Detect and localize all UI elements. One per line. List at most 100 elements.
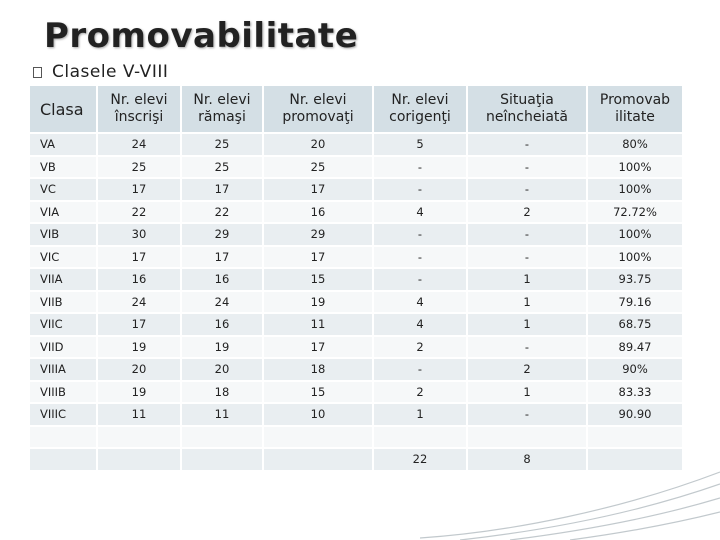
table-cell: 79.16 (588, 291, 682, 312)
table-cell (588, 426, 682, 447)
table-cell: 100% (588, 156, 682, 177)
table-cell: 17 (264, 336, 372, 357)
table-cell: 68.75 (588, 314, 682, 335)
table-cell: 2 (374, 381, 466, 402)
table-row: VIIIB 19 18 15 2 1 83.33 (30, 381, 682, 402)
class-name-cell: VIIC (30, 314, 96, 335)
table-cell: 25 (264, 156, 372, 177)
table-cell: - (468, 156, 586, 177)
table-cell: 25 (182, 156, 262, 177)
table-cell: 29 (264, 224, 372, 245)
table-cell (374, 426, 466, 447)
table-cell: 17 (182, 179, 262, 200)
column-header-line: Nr. elevi (391, 92, 449, 108)
table-cell: - (374, 359, 466, 380)
table-row: VIIIA 20 20 18-2 90% (30, 359, 682, 380)
table-cell: 17 (98, 246, 180, 267)
class-name-cell: VIID (30, 336, 96, 357)
table-row: VIC 17 17 17- -100% (30, 246, 682, 267)
class-name-cell: VIIIB (30, 381, 96, 402)
table-cell: 17 (98, 179, 180, 200)
table-cell: 16 (98, 269, 180, 290)
table-cell: 15 (264, 269, 372, 290)
table-cell: 2 (468, 201, 586, 222)
table-cell: 25 (98, 156, 180, 177)
table-cell: - (374, 156, 466, 177)
table-cell (264, 426, 372, 447)
class-name-cell: VA (30, 134, 96, 155)
table-cell: 2 (468, 359, 586, 380)
curved-lines-decoration (420, 471, 720, 540)
table-cell: 16 (182, 314, 262, 335)
table-cell: 18 (182, 381, 262, 402)
table-cell: 2 (374, 336, 466, 357)
table-row (30, 426, 682, 447)
table-row: VIIB 24 24 19 4 1 79.16 (30, 291, 682, 312)
column-header: Nr. elevi rămaşi (182, 86, 262, 132)
table-cell: 11 (264, 314, 372, 335)
table-cell: 1 (468, 269, 586, 290)
table-cell: 10 (264, 404, 372, 425)
class-name-cell: VIIIA (30, 359, 96, 380)
table-cell (182, 449, 262, 470)
column-header-line: Nr. elevi (289, 92, 347, 108)
table-header-row: Clasa Nr. elevi înscrişi Nr. elevi rămaşi Nr.… (30, 86, 682, 132)
table-cell: 30 (98, 224, 180, 245)
table-cell: 20 (182, 359, 262, 380)
table-cell: - (468, 404, 586, 425)
class-name-cell: VIIA (30, 269, 96, 290)
class-name-cell: VIB (30, 224, 96, 245)
class-name-cell (30, 426, 96, 447)
table-cell: 15 (264, 381, 372, 402)
table-cell: - (374, 224, 466, 245)
class-name-cell: VIC (30, 246, 96, 267)
table-row: 22 8 (30, 449, 682, 470)
table-cell: 100% (588, 179, 682, 200)
table-row: VC 17 17 17- -100% (30, 179, 682, 200)
table-cell: 72.72% (588, 201, 682, 222)
table-cell: 4 (374, 291, 466, 312)
column-header: Promovab ilitate (588, 86, 682, 132)
column-header-line: neîncheiată (486, 109, 568, 125)
class-name-cell (30, 449, 96, 470)
table-row: VIIA 16 16 15-1 93.75 (30, 269, 682, 290)
column-header: Situaţia neîncheiată (468, 86, 586, 132)
table-cell: 24 (98, 291, 180, 312)
column-header: Clasa (30, 86, 96, 132)
table-cell: 20 (98, 359, 180, 380)
subtitle-bullet: Clasele V-VIII (33, 62, 168, 82)
column-header-line: corigenţi (389, 109, 451, 125)
table-cell (264, 449, 372, 470)
table-cell (468, 426, 586, 447)
class-name-cell: VIA (30, 201, 96, 222)
table-cell: - (468, 179, 586, 200)
table-row: VB 25 25 25- -100% (30, 156, 682, 177)
table-cell: 90.90 (588, 404, 682, 425)
table-row: VIIIC 11 11 10 1-90.90 (30, 404, 682, 425)
promotion-table: Clasa Nr. elevi înscrişi Nr. elevi rămaşi Nr.… (28, 84, 684, 472)
column-header-line: rămaşi (198, 109, 246, 125)
class-name-cell: VIIB (30, 291, 96, 312)
table-cell: 83.33 (588, 381, 682, 402)
table-cell: 24 (98, 134, 180, 155)
table-cell: - (468, 336, 586, 357)
table-cell: 19 (98, 381, 180, 402)
column-header-line: Promovab (599, 92, 671, 108)
table-cell (588, 449, 682, 470)
table-row: VIB 30 29 29- -100% (30, 224, 682, 245)
table-cell: 11 (182, 404, 262, 425)
table-cell: 19 (264, 291, 372, 312)
table-cell (98, 449, 180, 470)
class-name-cell: VC (30, 179, 96, 200)
column-header-line: Clasa (40, 99, 84, 119)
table-row: VIA 22 22 16 4 2 72.72% (30, 201, 682, 222)
class-name-cell: VB (30, 156, 96, 177)
table-cell: 80% (588, 134, 682, 155)
table-cell: 18 (264, 359, 372, 380)
column-header: Nr. elevi promovaţi (264, 86, 372, 132)
table-cell: 1 (468, 291, 586, 312)
empty-square-bullet-icon (33, 66, 42, 78)
column-header-line: ilitate (615, 109, 655, 125)
column-header: Nr. elevi corigenţi (374, 86, 466, 132)
table-cell: 5 (374, 134, 466, 155)
